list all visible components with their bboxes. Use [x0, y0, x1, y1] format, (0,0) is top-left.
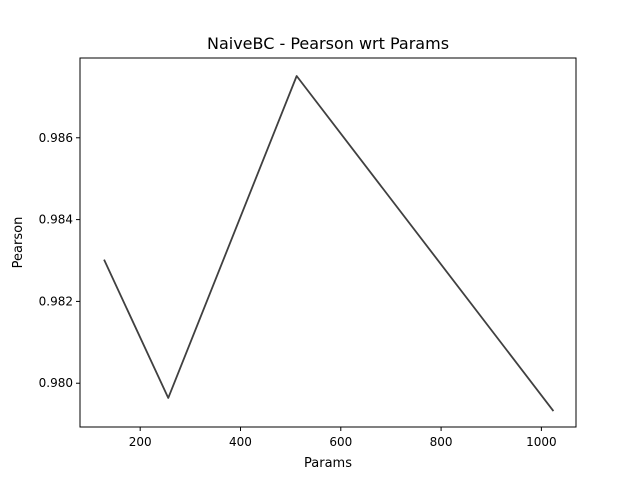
x-tick-label: 800 [430, 435, 453, 449]
y-tick-label: 0.982 [39, 294, 73, 308]
y-tick-label: 0.986 [39, 131, 73, 145]
y-tick-label: 0.984 [39, 213, 73, 227]
y-axis: 0.980 0.982 0.984 0.986 [39, 131, 80, 390]
plot-area [79, 57, 577, 428]
x-axis: 200 400 600 800 1000 [129, 427, 557, 449]
x-axis-label: Params [304, 456, 352, 471]
chart-title: NaiveBC - Pearson wrt Params [207, 34, 449, 53]
x-tick-label: 200 [129, 435, 152, 449]
x-tick-label: 600 [329, 435, 352, 449]
series-line [103, 75, 555, 412]
x-tick-label: 400 [229, 435, 252, 449]
y-axis-label: Pearson [11, 217, 26, 269]
series-group [103, 75, 555, 412]
x-tick-label: 1000 [526, 435, 557, 449]
y-tick-label: 0.980 [39, 376, 73, 390]
